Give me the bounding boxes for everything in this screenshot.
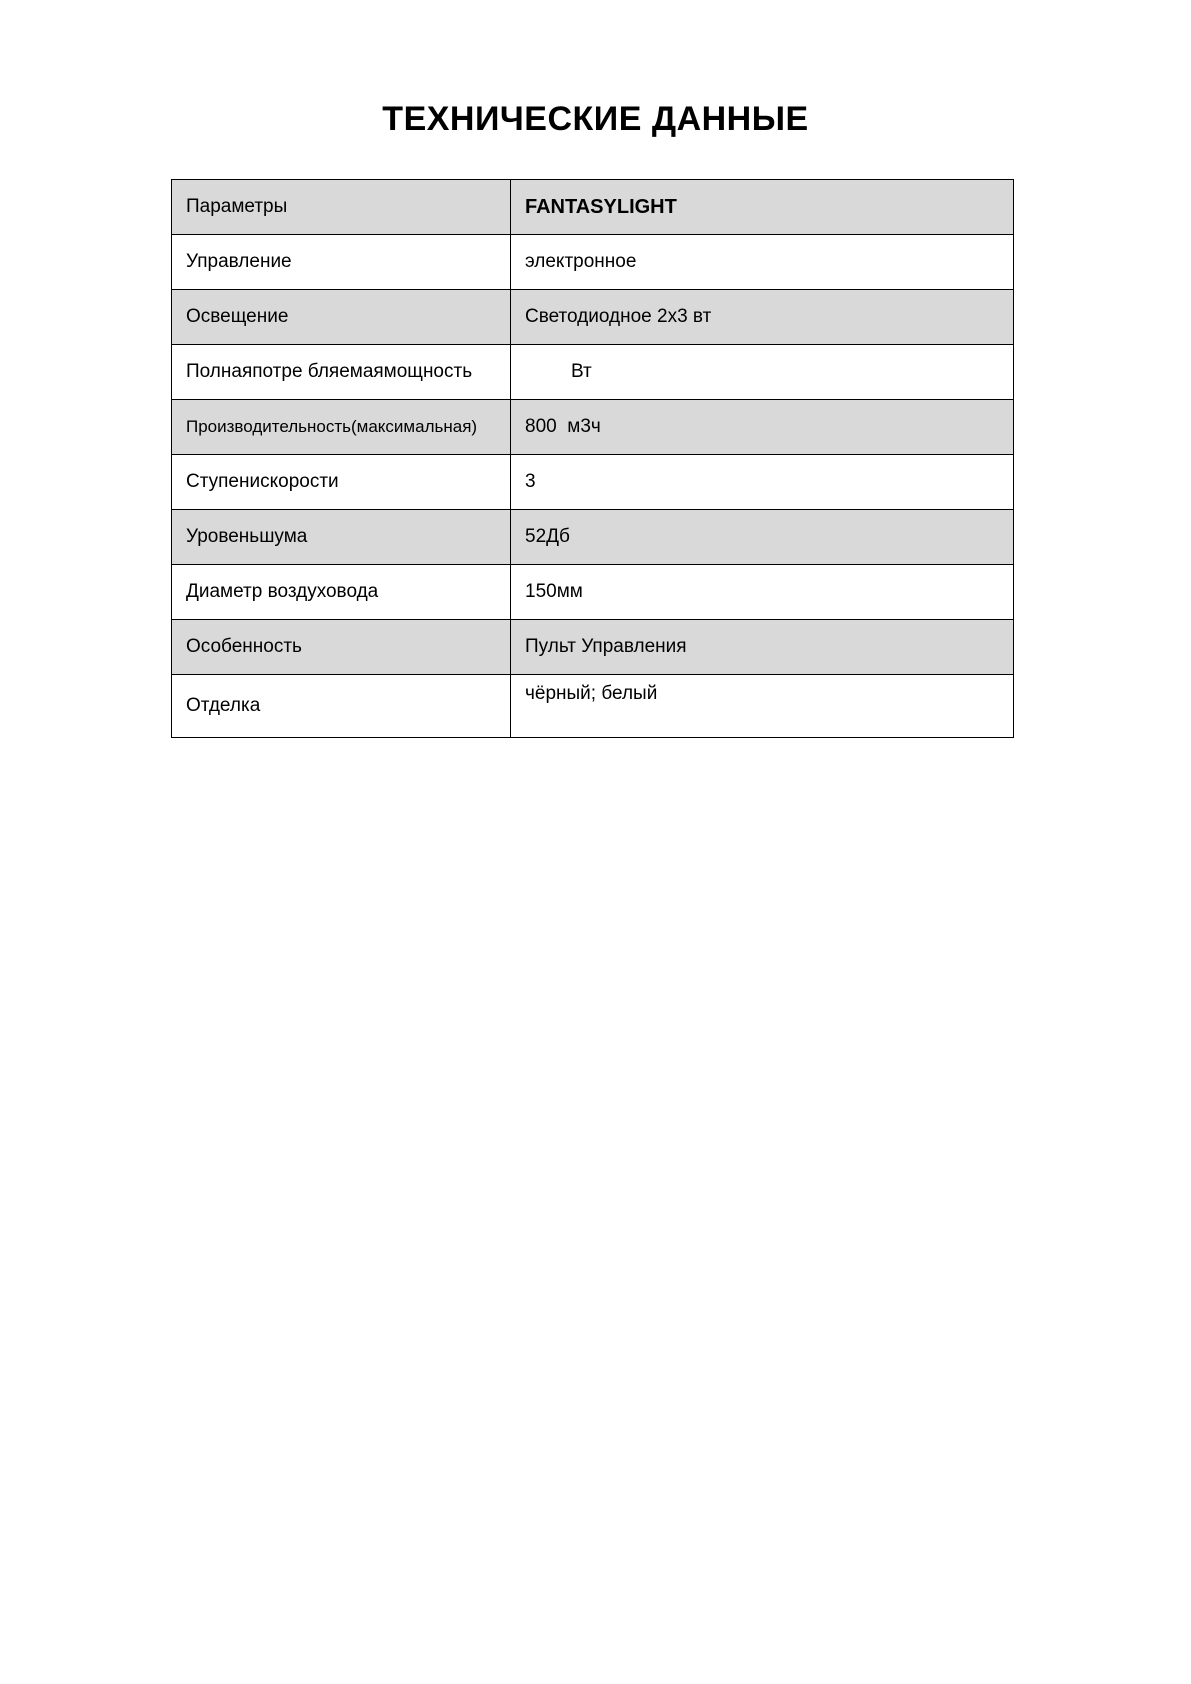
value-cell: Вт	[510, 344, 1014, 400]
param-cell: Управление	[171, 234, 511, 290]
param-cell: Отделка	[171, 674, 511, 738]
param-cell: Освещение	[171, 289, 511, 345]
table-row: Освещение Светодиодное 2x3 вт	[171, 289, 1014, 345]
table-row: Управление электронное	[171, 234, 1014, 290]
table-row: Уровеньшума 52Дб	[171, 509, 1014, 565]
table-row: Производительность(максимальная) 800 м3ч	[171, 399, 1014, 455]
spec-table: Параметры FANTASYLIGHT Управление электро…	[171, 179, 1014, 738]
param-cell: Особенность	[171, 619, 511, 675]
table-row: Отделка чёрный; белый	[171, 674, 1014, 738]
table-row: Особенность Пульт Управления	[171, 619, 1014, 675]
value-cell: 800 м3ч	[510, 399, 1014, 455]
param-cell: Ступенискорости	[171, 454, 511, 510]
param-cell: Диаметр воздуховода	[171, 564, 511, 620]
table-row: Ступенискорости 3	[171, 454, 1014, 510]
param-cell: Производительность(максимальная)	[171, 399, 511, 455]
value-cell: 52Дб	[510, 509, 1014, 565]
value-cell: чёрный; белый	[510, 674, 1014, 738]
value-cell: Светодиодное 2x3 вт	[510, 289, 1014, 345]
table-row: Диаметр воздуховода 150мм	[171, 564, 1014, 620]
value-cell: 150мм	[510, 564, 1014, 620]
header-param: Параметры	[171, 179, 511, 235]
param-cell: Полнаяпотре бляемаямощность	[171, 344, 511, 400]
page-title: ТЕХНИЧЕСКИЕ ДАННЫЕ	[382, 100, 809, 138]
table-header-row: Параметры FANTASYLIGHT	[171, 179, 1014, 235]
table-row: Полнаяпотре бляемаямощность Вт	[171, 344, 1014, 400]
value-cell: 3	[510, 454, 1014, 510]
param-cell: Уровеньшума	[171, 509, 511, 565]
header-model: FANTASYLIGHT	[510, 179, 1014, 235]
value-cell: электронное	[510, 234, 1014, 290]
value-cell: Пульт Управления	[510, 619, 1014, 675]
